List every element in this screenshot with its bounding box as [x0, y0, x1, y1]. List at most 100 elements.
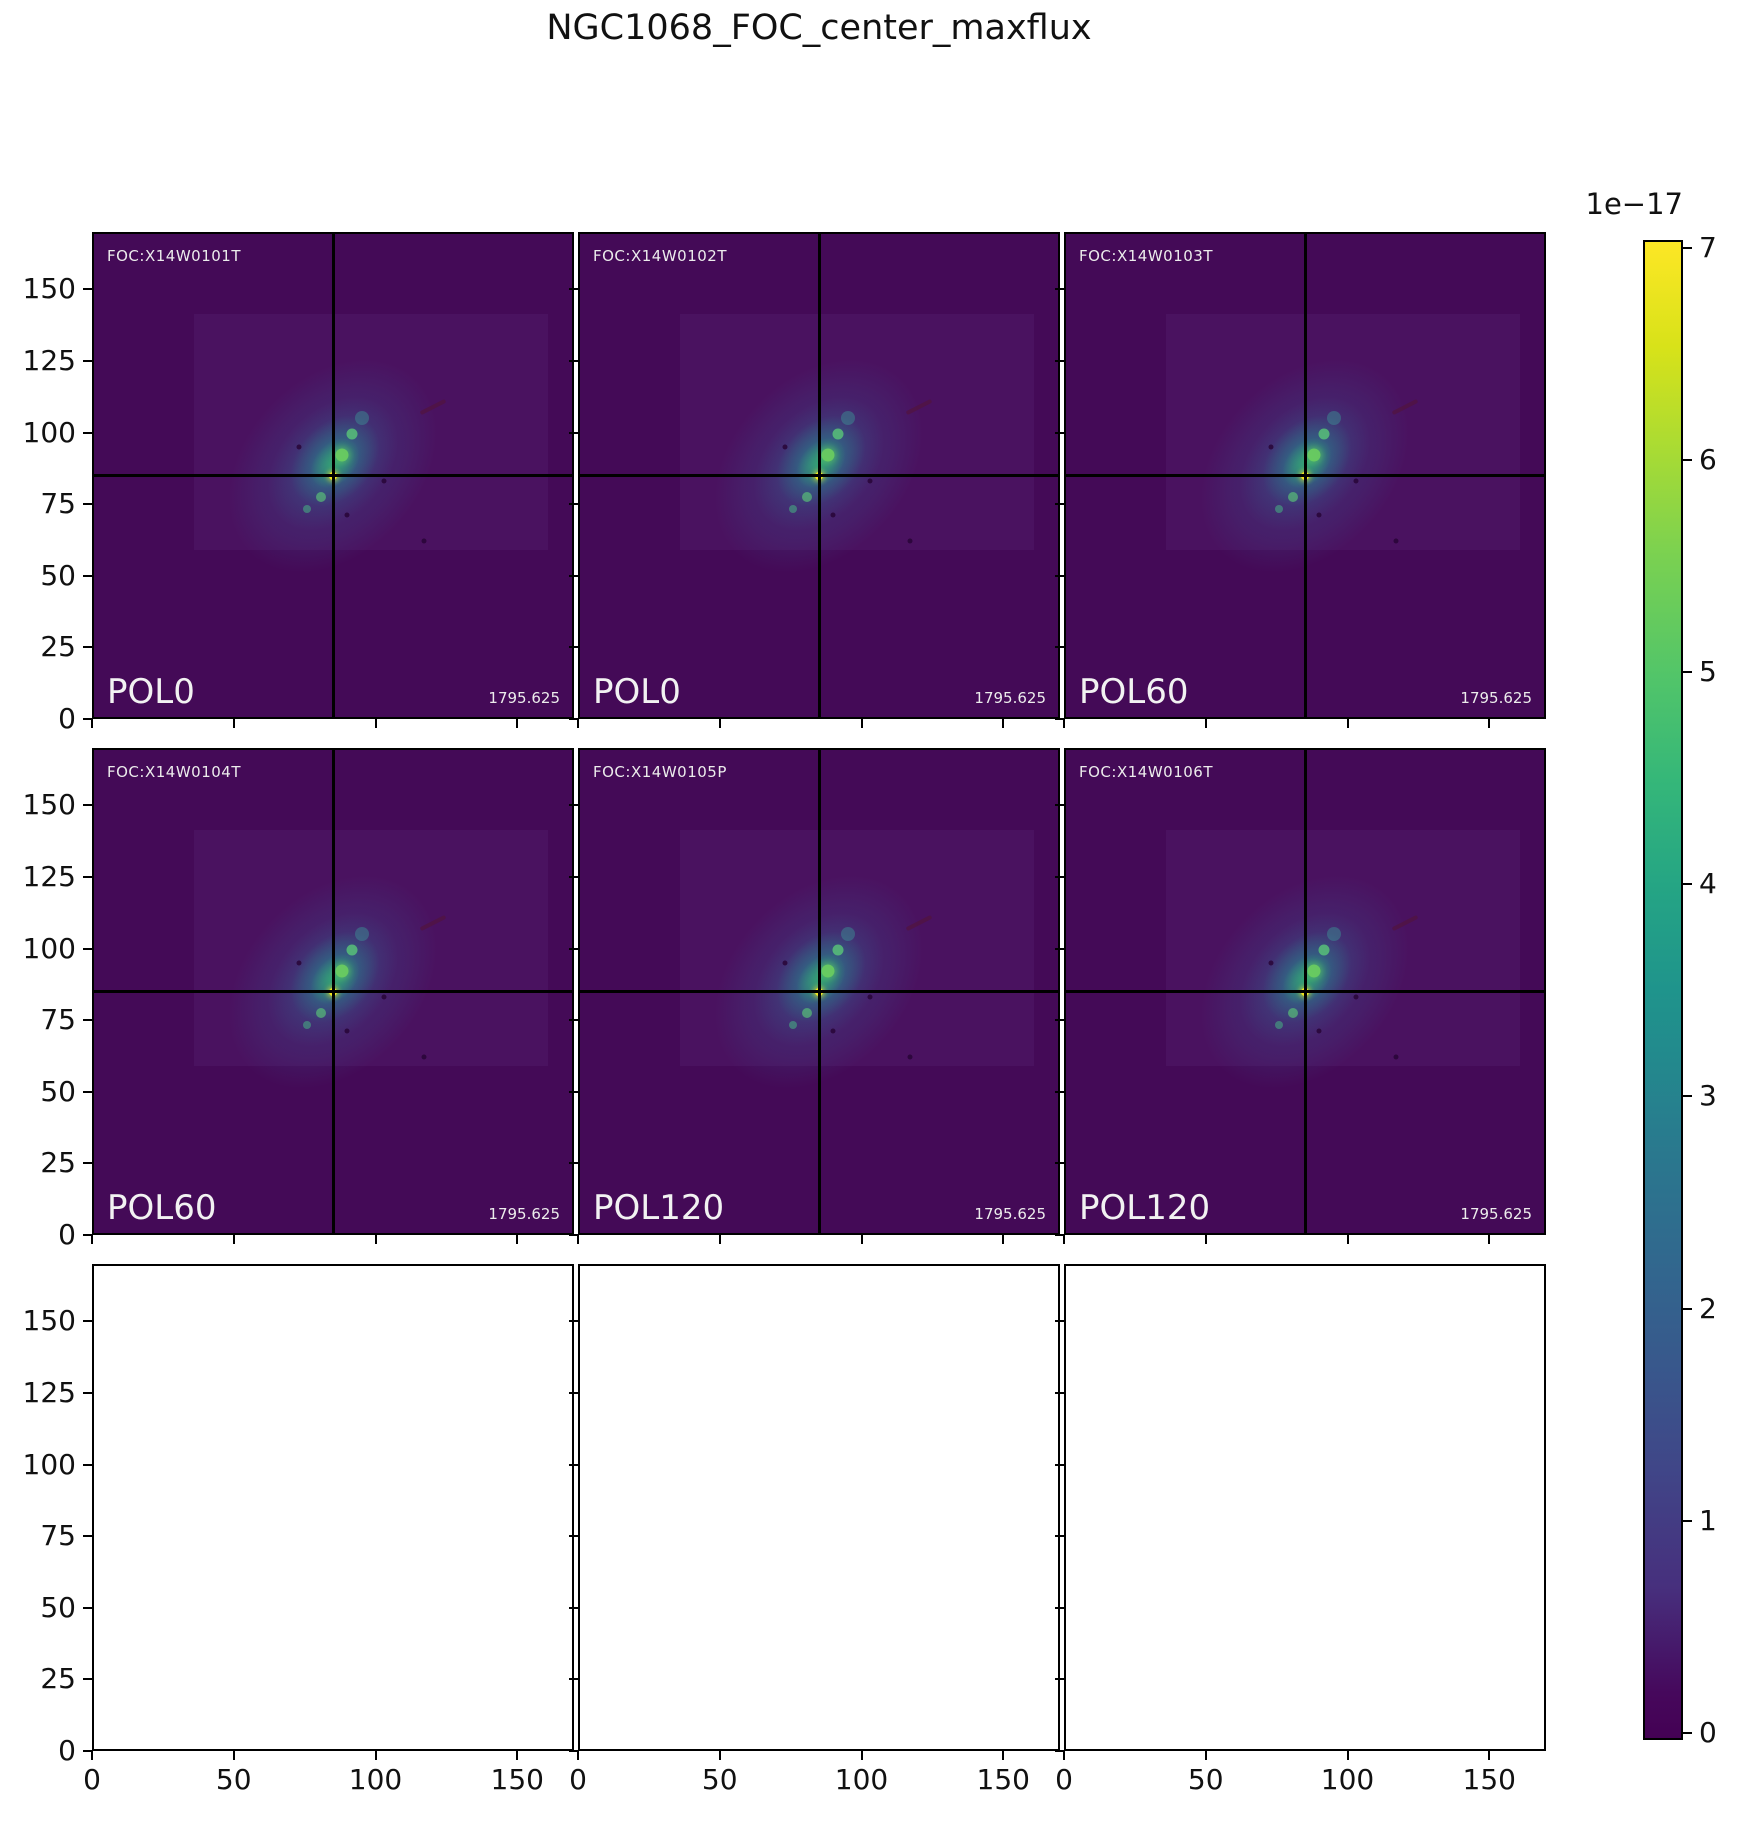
y-tick-mark — [1055, 1234, 1064, 1236]
x-tick-mark — [718, 1235, 721, 1244]
crosshair-horizontal-line — [1066, 990, 1544, 993]
foc-id-label: FOC:X14W0106T — [1079, 763, 1213, 781]
pol-filter-label: POL60 — [1079, 672, 1189, 712]
y-tick-mark — [1055, 1391, 1064, 1394]
y-tick-mark — [1055, 431, 1064, 434]
galaxy-knot — [302, 1021, 311, 1030]
dust-speck — [1353, 478, 1359, 484]
pol-filter-label: POL120 — [1079, 1188, 1211, 1228]
y-tick-label: 100 — [22, 415, 76, 449]
y-tick-mark — [83, 1320, 92, 1323]
y-tick-mark — [83, 646, 92, 649]
y-tick-mark — [569, 646, 578, 649]
galaxy-knot — [354, 926, 369, 941]
y-tick-mark — [1055, 1606, 1064, 1609]
x-tick-mark — [718, 1751, 721, 1760]
max-flux-label: 1795.625 — [1460, 689, 1532, 707]
y-tick-mark — [83, 1606, 92, 1609]
y-tick-label: 125 — [22, 343, 76, 377]
colorbar: 1e−17 0 1 2 3 4 5 6 7 — [1586, 187, 1717, 1749]
colorbar-tick-mark — [1683, 1732, 1692, 1734]
empty-panel — [578, 1264, 1060, 1751]
dust-speck — [782, 960, 788, 966]
crosshair-horizontal-line — [580, 990, 1058, 993]
galaxy-knot — [1274, 1021, 1283, 1030]
image-panel: FOC:X14W0103T POL60 1795.625 — [1064, 232, 1546, 719]
x-tick-mark — [577, 1235, 579, 1244]
x-tick-mark — [1488, 1751, 1491, 1760]
foc-id-label: FOC:X14W0104T — [107, 763, 241, 781]
y-tick-mark — [1055, 947, 1064, 950]
x-tick-mark — [1002, 719, 1005, 728]
y-tick-mark — [83, 804, 92, 807]
dust-speck — [296, 444, 302, 450]
dust-speck — [381, 478, 387, 484]
y-tick-mark — [569, 1019, 578, 1022]
crosshair-horizontal-line — [580, 474, 1058, 477]
x-tick-mark — [1204, 1751, 1207, 1760]
colorbar-exponent-label: 1e−17 — [1585, 187, 1684, 221]
galaxy-knot — [1307, 964, 1321, 978]
figure-title: NGC1068_FOC_center_maxflux — [546, 8, 1092, 48]
x-tick-mark — [1204, 719, 1207, 728]
foc-id-label: FOC:X14W0102T — [593, 247, 727, 265]
galaxy-knot — [1274, 505, 1283, 514]
y-tick-mark — [83, 718, 92, 720]
y-tick-label: 0 — [58, 1734, 76, 1767]
y-tick-mark — [83, 359, 92, 362]
max-flux-label: 1795.625 — [1460, 1205, 1532, 1223]
galaxy-knot — [802, 492, 813, 503]
y-tick-mark — [83, 1463, 92, 1466]
pol-filter-label: POL120 — [593, 1188, 725, 1228]
galaxy-knot — [302, 505, 311, 514]
y-tick-mark — [1055, 1019, 1064, 1022]
x-tick-mark — [91, 719, 93, 728]
galaxy-knot — [1288, 492, 1299, 503]
y-tick-label: 75 — [40, 487, 76, 521]
x-tick-mark — [860, 1235, 863, 1244]
crosshair-horizontal-line — [1066, 474, 1544, 477]
colorbar-tick-label: 7 — [1699, 230, 1717, 264]
x-tick-label: 100 — [1320, 1763, 1375, 1796]
x-tick-mark — [1063, 1235, 1065, 1244]
dust-speck — [421, 1054, 427, 1060]
max-flux-label: 1795.625 — [974, 689, 1046, 707]
x-tick-label: 50 — [215, 1763, 252, 1796]
y-tick-mark — [83, 1019, 92, 1022]
y-tick-mark — [569, 1606, 578, 1609]
y-tick-mark — [83, 1090, 92, 1093]
x-tick-mark — [1488, 1235, 1491, 1244]
dust-speck — [830, 512, 836, 518]
galaxy-knot — [1326, 926, 1341, 941]
colorbar-tick-mark — [1683, 883, 1692, 886]
dust-speck — [867, 478, 873, 484]
y-tick-mark — [569, 1320, 578, 1323]
dust-speck — [381, 994, 387, 1000]
galaxy-knot — [832, 944, 844, 956]
y-tick-label: 75 — [40, 1003, 76, 1037]
y-tick-mark — [1055, 503, 1064, 506]
y-tick-mark — [83, 1678, 92, 1681]
crosshair-horizontal-line — [94, 474, 572, 477]
galaxy-knot — [832, 428, 844, 440]
colorbar-tick-mark — [1683, 246, 1692, 249]
colorbar-tick-label: 0 — [1699, 1716, 1717, 1749]
foc-id-label: FOC:X14W0101T — [107, 247, 241, 265]
galaxy-knot — [802, 1008, 813, 1019]
galaxy-knot — [1326, 410, 1341, 425]
y-tick-mark — [569, 1463, 578, 1466]
y-tick-mark — [569, 574, 578, 577]
y-tick-mark — [569, 875, 578, 878]
foc-id-label: FOC:X14W0103T — [1079, 247, 1213, 265]
empty-panel — [1064, 1264, 1546, 1751]
colorbar-tick-mark — [1683, 458, 1692, 461]
y-tick-mark — [83, 288, 92, 291]
x-tick-mark — [577, 719, 579, 728]
dust-speck — [867, 994, 873, 1000]
x-tick-mark — [1346, 719, 1349, 728]
galaxy-knot — [788, 1021, 797, 1030]
image-panel: FOC:X14W0104T POL60 1795.625 — [92, 748, 574, 1235]
x-tick-label: 100 — [348, 1763, 403, 1796]
y-tick-label: 25 — [40, 1662, 76, 1696]
y-tick-label: 0 — [58, 1218, 76, 1251]
